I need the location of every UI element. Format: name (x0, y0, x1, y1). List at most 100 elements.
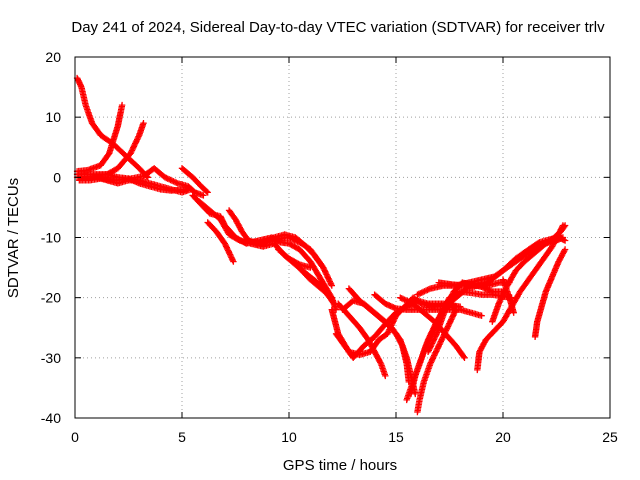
series-arc-28 (474, 222, 567, 374)
data-point (510, 309, 517, 316)
data-point (478, 312, 485, 319)
data-point (203, 188, 210, 195)
data-point (323, 271, 330, 278)
data-point (307, 264, 314, 271)
data-point (402, 297, 410, 304)
data-point (140, 120, 147, 127)
data-point (497, 296, 504, 303)
data-point (429, 338, 436, 346)
data-point (446, 320, 453, 327)
series-arc-11 (204, 219, 237, 265)
data-marks (73, 74, 569, 416)
series-arc-30 (499, 276, 517, 316)
data-point (435, 342, 442, 349)
data-point (549, 243, 556, 250)
data-point (444, 323, 452, 330)
data-point (128, 148, 135, 156)
data-point (222, 243, 230, 250)
data-point (328, 282, 335, 289)
series-arc-2 (73, 101, 126, 175)
data-point (384, 329, 392, 336)
data-point (561, 237, 569, 244)
data-point (166, 176, 173, 183)
data-point (451, 309, 458, 316)
data-point (204, 189, 211, 196)
y-tick-label: -40 (41, 410, 61, 426)
x-tick-label: 15 (388, 429, 404, 445)
data-point (427, 360, 434, 368)
data-point (448, 316, 455, 323)
y-tick-label: -10 (41, 230, 61, 246)
x-tick-label: 0 (71, 429, 79, 445)
data-point (230, 258, 237, 265)
series-arc-16 (332, 297, 460, 361)
y-axis-label: SDTVAR / TECUs (5, 178, 22, 298)
series-arc-31 (531, 246, 569, 340)
data-point (561, 247, 568, 255)
data-point (382, 372, 389, 380)
data-point (161, 174, 169, 181)
data-point (389, 319, 396, 326)
data-point (167, 176, 174, 184)
data-point (461, 354, 468, 361)
data-point (229, 257, 236, 264)
data-point (258, 240, 265, 247)
data-point (118, 101, 126, 109)
data-point (135, 133, 142, 140)
data-point (325, 275, 332, 282)
data-point (434, 344, 442, 351)
data-point (226, 250, 233, 257)
series-arc-29 (489, 222, 569, 325)
data-point (407, 299, 414, 306)
series-arc-27 (435, 234, 569, 289)
data-point (235, 236, 242, 243)
data-point (414, 291, 421, 298)
data-point (442, 306, 449, 313)
data-point (424, 286, 431, 294)
data-point (319, 263, 326, 270)
y-tick-label: -30 (41, 350, 61, 366)
y-tick-label: 10 (45, 109, 61, 125)
series-arc-7 (178, 165, 211, 196)
data-point (561, 246, 569, 253)
data-point (322, 268, 329, 275)
data-point (265, 237, 272, 244)
data-point (228, 255, 236, 262)
data-point (324, 274, 331, 281)
x-tick-label: 5 (178, 429, 186, 445)
data-point (377, 359, 384, 366)
data-point (132, 139, 140, 146)
y-tick-label: 0 (53, 169, 61, 185)
series-arc-6 (93, 165, 207, 199)
data-point (418, 289, 425, 296)
data-point (127, 150, 134, 157)
data-point (200, 192, 207, 199)
data-point (432, 332, 440, 339)
data-point (436, 339, 444, 347)
x-tick-label: 10 (281, 429, 297, 445)
data-point (227, 252, 234, 260)
series-arc-1 (73, 74, 151, 181)
data-point (171, 178, 179, 186)
data-point (446, 319, 454, 326)
data-point (433, 346, 440, 354)
data-point (384, 330, 391, 337)
series-arc-12 (243, 231, 327, 271)
chart-title: Day 241 of 2024, Sidereal Day-to-day VTE… (71, 19, 605, 36)
data-point (561, 223, 568, 230)
data-point (262, 238, 269, 245)
y-tick-label: 20 (45, 49, 61, 65)
x-axis-label: GPS time / hours (283, 457, 397, 474)
data-point (327, 281, 335, 288)
data-point (269, 235, 276, 242)
data-point (430, 353, 437, 361)
data-point (427, 343, 434, 350)
data-point (495, 300, 502, 307)
data-point (163, 174, 170, 182)
data-point (448, 292, 455, 299)
series-arc-24 (414, 306, 460, 416)
data-point (460, 353, 467, 360)
data-point (441, 330, 448, 337)
